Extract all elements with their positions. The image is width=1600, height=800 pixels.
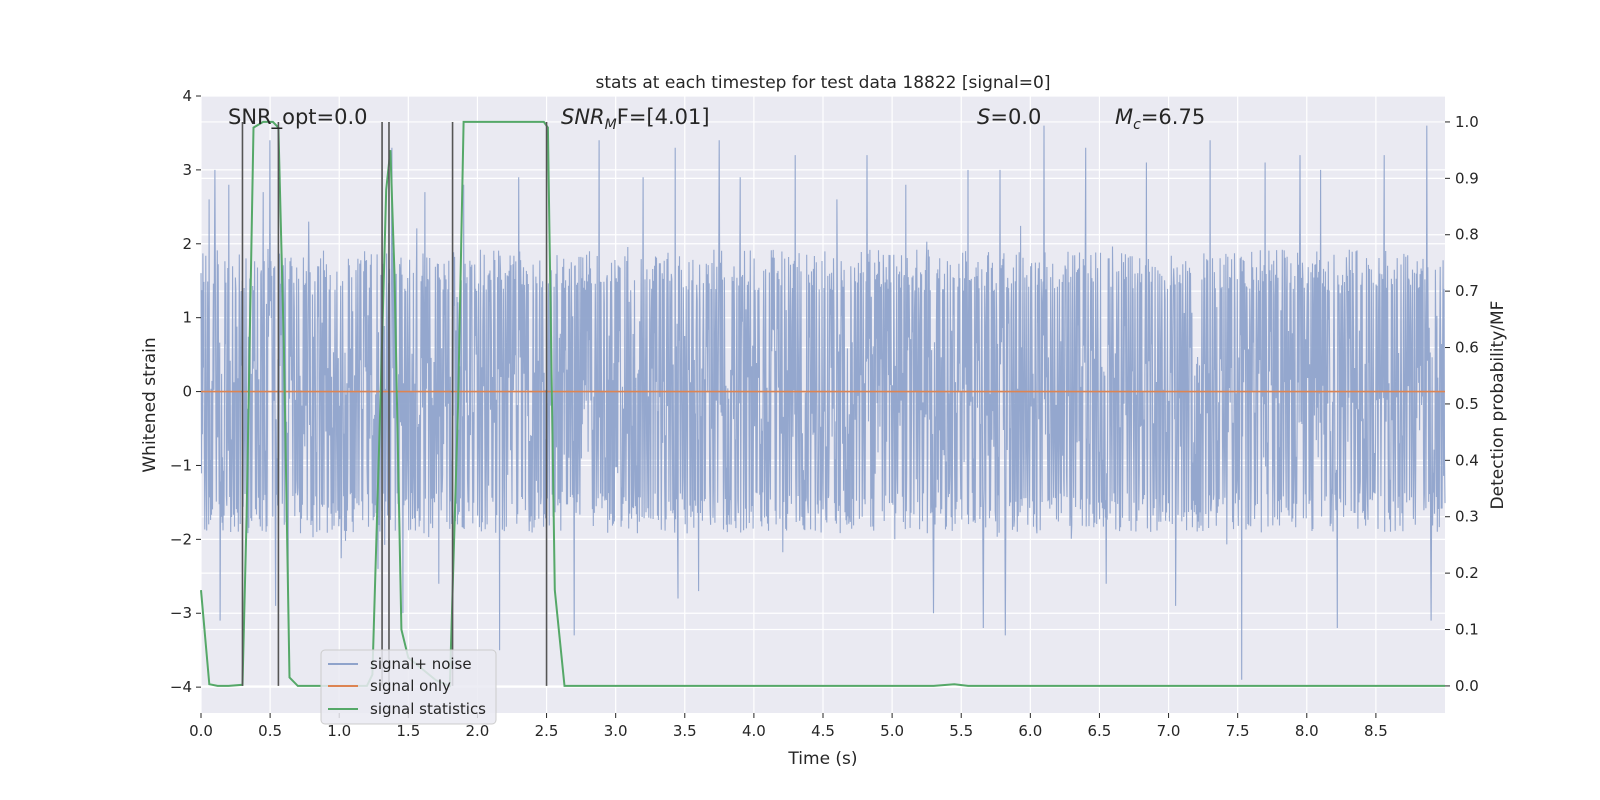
- x-tick-label: 1.0: [327, 722, 351, 740]
- x-tick-label: 0.0: [189, 722, 213, 740]
- legend-box: [320, 649, 497, 725]
- x-tick-label: 5.0: [880, 722, 904, 740]
- x-tick-label: 3.0: [604, 722, 628, 740]
- x-tick-label: 0.5: [258, 722, 282, 740]
- signal-noise-line: [200, 125, 1446, 680]
- y2-tick-label: 0.5: [1455, 395, 1479, 413]
- x-tick-label: 2.5: [535, 722, 559, 740]
- y-tick-label: 4: [182, 87, 192, 105]
- y2-tick-label: 0.1: [1455, 621, 1479, 639]
- y2-tick-label: 0.3: [1455, 508, 1479, 526]
- axis-ticks: 0.0 0.5 1.0 1.5 2.0 2.5 3.0 3.5 4.0 4.5 5.0 5.5 6.0 6…: [170, 87, 1479, 740]
- signal-statistics-line: [200, 120, 1445, 688]
- y2-tick-label: 1.0: [1455, 113, 1479, 131]
- y-tick-label: 1: [182, 309, 192, 327]
- legend: signal+ noise signal only signal statist…: [320, 649, 497, 725]
- chart-title: stats at each timestep for test data 188…: [596, 73, 1051, 93]
- y2-axis-label: Detection probability/MF: [1488, 301, 1508, 510]
- signal-noise-series: [200, 125, 1446, 680]
- y2-tick-label: 0.7: [1455, 282, 1479, 300]
- legend-label-noise: signal+ noise: [370, 655, 472, 673]
- y2-tick-label: 0.0: [1455, 677, 1479, 695]
- x-tick-label: 6.5: [1088, 722, 1112, 740]
- x-tick-label: 2.0: [466, 722, 490, 740]
- y-tick-label: −3: [170, 604, 192, 622]
- y-tick-label: 3: [182, 161, 192, 179]
- y2-tick-label: 0.6: [1455, 339, 1479, 357]
- detection-markers: [241, 121, 548, 686]
- annotation-snr-mf: SNRMF=[4.01]: [561, 105, 710, 133]
- legend-label-signal: signal only: [370, 677, 451, 695]
- y-tick-label: −2: [170, 530, 192, 548]
- x-axis-label: Time (s): [787, 749, 857, 769]
- annotation-s: S=0.0: [977, 105, 1041, 129]
- y-axis-label: Whitened strain: [140, 337, 160, 472]
- x-tick-label: 7.0: [1157, 722, 1181, 740]
- x-tick-label: 3.5: [673, 722, 697, 740]
- y2-tick-label: 0.9: [1455, 169, 1479, 187]
- y2-tick-label: 0.8: [1455, 226, 1479, 244]
- y2-tick-label: 0.2: [1455, 564, 1479, 582]
- y-tick-label: 0: [182, 383, 192, 401]
- signal-statistics-series: [200, 120, 1445, 688]
- x-tick-label: 6.0: [1018, 722, 1042, 740]
- y-tick-label: 2: [182, 235, 192, 253]
- x-tick-label: 7.5: [1226, 722, 1250, 740]
- y-tick-label: −4: [170, 678, 192, 696]
- x-tick-label: 5.5: [949, 722, 973, 740]
- x-tick-label: 1.5: [396, 722, 420, 740]
- x-tick-label: 8.5: [1364, 722, 1388, 740]
- annotation-snr-opt: SNR_opt=0.0: [228, 105, 368, 130]
- x-tick-label: 8.0: [1295, 722, 1319, 740]
- x-tick-label: 4.5: [811, 722, 835, 740]
- y2-tick-label: 0.4: [1455, 451, 1479, 469]
- y-tick-label: −1: [170, 456, 192, 474]
- annotation-mc: Mc=6.75: [1115, 105, 1205, 133]
- x-tick-label: 4.0: [742, 722, 766, 740]
- legend-label-stats: signal statistics: [370, 700, 486, 718]
